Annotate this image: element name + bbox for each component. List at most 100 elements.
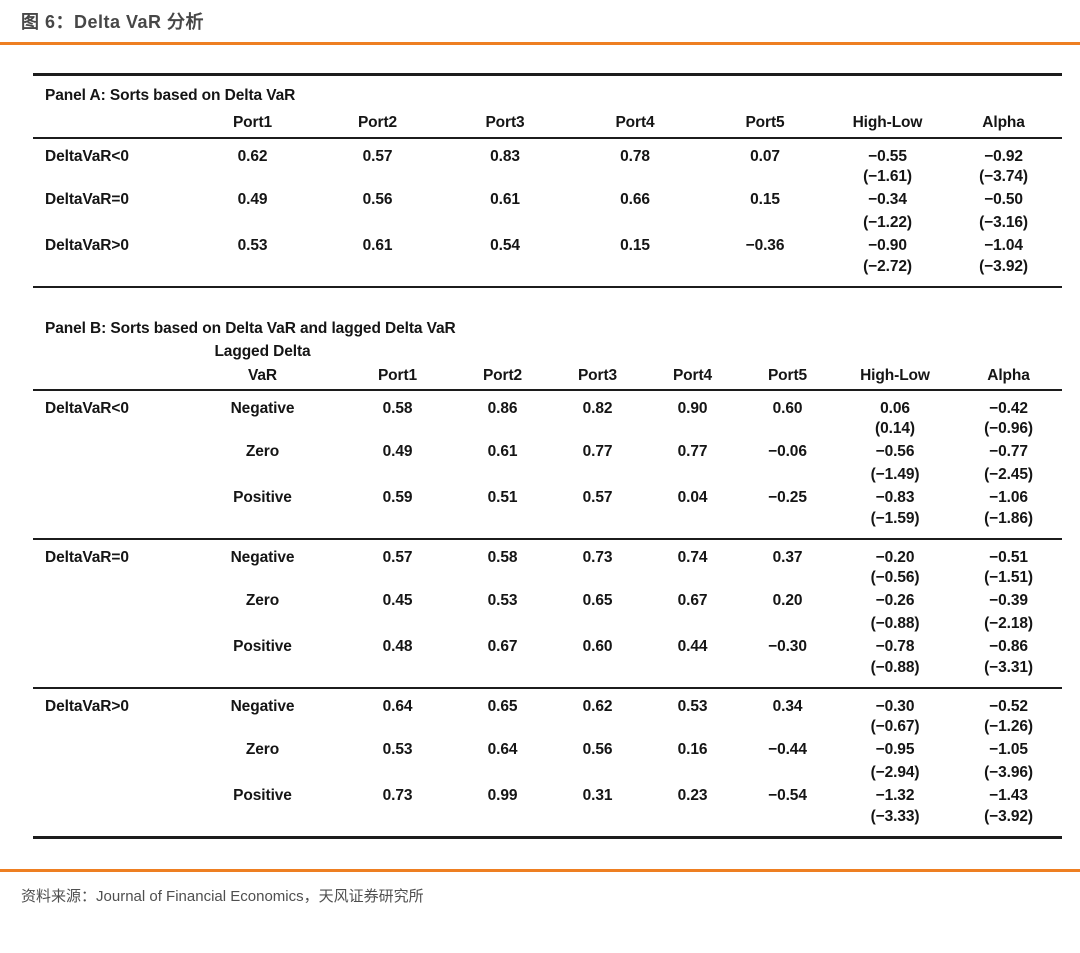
empty-cell	[33, 659, 185, 688]
value-cell: −0.56	[875, 443, 915, 460]
tstat-cell: (−0.88)	[870, 615, 920, 632]
tstat-cell: (−1.49)	[870, 466, 920, 483]
value-cell: −1.32	[875, 787, 915, 804]
tstat-cell: (−2.45)	[984, 466, 1033, 483]
column-header: Port3	[440, 107, 570, 139]
empty-cell	[315, 258, 440, 287]
lagged-cell: Zero	[245, 741, 280, 758]
value-cell: 0.99	[487, 787, 518, 804]
empty-cell	[455, 510, 550, 539]
value-cell: 0.44	[677, 638, 708, 655]
empty-cell	[550, 808, 645, 838]
empty-cell	[185, 418, 340, 441]
table-row: DeltaVaR>0 0.53 0.61 0.54 0.15 −0.36 −0.90 −1.0…	[33, 235, 1062, 258]
empty-cell	[740, 762, 835, 785]
empty-cell	[190, 212, 315, 235]
accent-rule-bottom	[0, 868, 1080, 872]
empty-cell	[645, 762, 740, 785]
value-cell: −0.77	[989, 443, 1028, 460]
value-cell: 0.58	[382, 399, 413, 417]
empty-cell	[340, 613, 455, 636]
value-cell: −0.92	[984, 147, 1023, 165]
tstat-row: (−1.61) (−3.74)	[33, 166, 1062, 189]
value-cell: 0.77	[582, 443, 613, 460]
value-cell: −0.95	[875, 741, 915, 758]
empty-cell	[340, 418, 455, 441]
empty-cell	[455, 613, 550, 636]
tstat-cell: (−1.51)	[984, 569, 1033, 586]
value-cell: 0.60	[772, 399, 803, 417]
value-cell: −1.04	[984, 237, 1023, 254]
value-cell: 0.16	[677, 741, 708, 758]
table-row: DeltaVaR>0 Negative 0.64 0.65 0.62 0.53 0.34 −0…	[33, 686, 1063, 716]
tstat-row: (−0.88) (−2.18)	[33, 613, 1062, 636]
tstat-cell: (−3.96)	[984, 764, 1033, 781]
empty-cell	[185, 613, 340, 636]
value-cell: 0.53	[237, 237, 268, 254]
empty-cell	[570, 212, 700, 235]
empty-cell	[33, 166, 190, 189]
figure-title: 图 6：Delta VaR 分析	[21, 12, 205, 32]
value-cell: 0.74	[645, 537, 740, 567]
value-cell: 0.06	[880, 399, 910, 417]
tstat-row: (−2.72) (−3.92)	[33, 258, 1062, 287]
panel-a-header-row: Port1 Port2 Port3 Port4 Port5 High-Low A…	[33, 107, 1063, 139]
empty-cell	[33, 510, 185, 539]
source-prefix: 资料来源：	[21, 887, 97, 905]
column-header: Port1	[190, 107, 315, 139]
value-cell: −0.30	[768, 638, 807, 655]
tstat-row: (0.14) (−0.96)	[33, 418, 1062, 441]
empty-cell	[550, 659, 645, 688]
value-cell: 0.53	[382, 741, 413, 758]
empty-cell	[645, 510, 740, 539]
empty-cell	[700, 166, 830, 189]
empty-cell	[700, 212, 830, 235]
value-cell: −0.20	[835, 537, 955, 567]
value-cell: −0.30	[835, 686, 955, 716]
column-header: Port3	[550, 363, 645, 391]
value-cell: 0.78	[620, 147, 650, 165]
empty-cell	[185, 716, 340, 739]
empty-cell	[315, 166, 440, 189]
value-cell: 0.07	[750, 147, 780, 165]
empty-cell	[315, 212, 440, 235]
column-header	[33, 107, 190, 139]
empty-cell	[740, 659, 835, 688]
row-label	[33, 785, 185, 808]
value-cell: 0.82	[582, 399, 613, 417]
tstat-row: (−1.49) (−2.45)	[33, 464, 1062, 487]
value-cell: −0.25	[768, 489, 807, 506]
panel-b-table: Panel B: Sorts based on Delta VaR and la…	[33, 308, 1063, 839]
empty-cell	[645, 464, 740, 487]
empty-cell	[550, 762, 645, 785]
value-cell: 0.20	[772, 592, 803, 609]
value-cell: 0.65	[582, 592, 613, 609]
table-row: Zero 0.49 0.61 0.77 0.77 −0.06 −0.56 −0.77	[33, 441, 1062, 464]
tstat-row: (−0.67) (−1.26)	[33, 716, 1062, 739]
panel-a-table: Panel A: Sorts based on Delta VaR Port1 …	[33, 73, 1063, 288]
empty-cell	[550, 510, 645, 539]
value-cell: 0.65	[455, 686, 550, 716]
value-cell: −0.36	[745, 237, 785, 254]
column-header: Port5	[700, 107, 830, 139]
value-cell: 0.66	[620, 191, 650, 208]
tstat-cell: (−0.67)	[870, 718, 920, 735]
empty-cell	[455, 567, 550, 590]
tstat-row: (−2.94) (−3.96)	[33, 762, 1062, 785]
lagged-cell: Negative	[230, 399, 295, 417]
tstat-cell: (−0.96)	[984, 420, 1033, 437]
row-label: DeltaVaR<0	[45, 147, 129, 165]
row-label	[33, 739, 185, 762]
accent-rule-top	[0, 42, 1080, 45]
empty-cell	[340, 567, 455, 590]
empty-cell	[740, 510, 835, 539]
tstat-row: (−0.56) (−1.51)	[33, 567, 1062, 590]
value-cell: 0.61	[490, 191, 520, 208]
empty-cell	[440, 212, 570, 235]
empty-cell	[550, 613, 645, 636]
value-cell: −0.86	[989, 638, 1028, 655]
table-row: Positive 0.59 0.51 0.57 0.04 −0.25 −0.83 −1.06	[33, 487, 1062, 510]
value-cell: −0.55	[868, 147, 907, 165]
value-cell: −0.42	[989, 399, 1028, 417]
tstat-cell: (−1.26)	[984, 718, 1033, 735]
